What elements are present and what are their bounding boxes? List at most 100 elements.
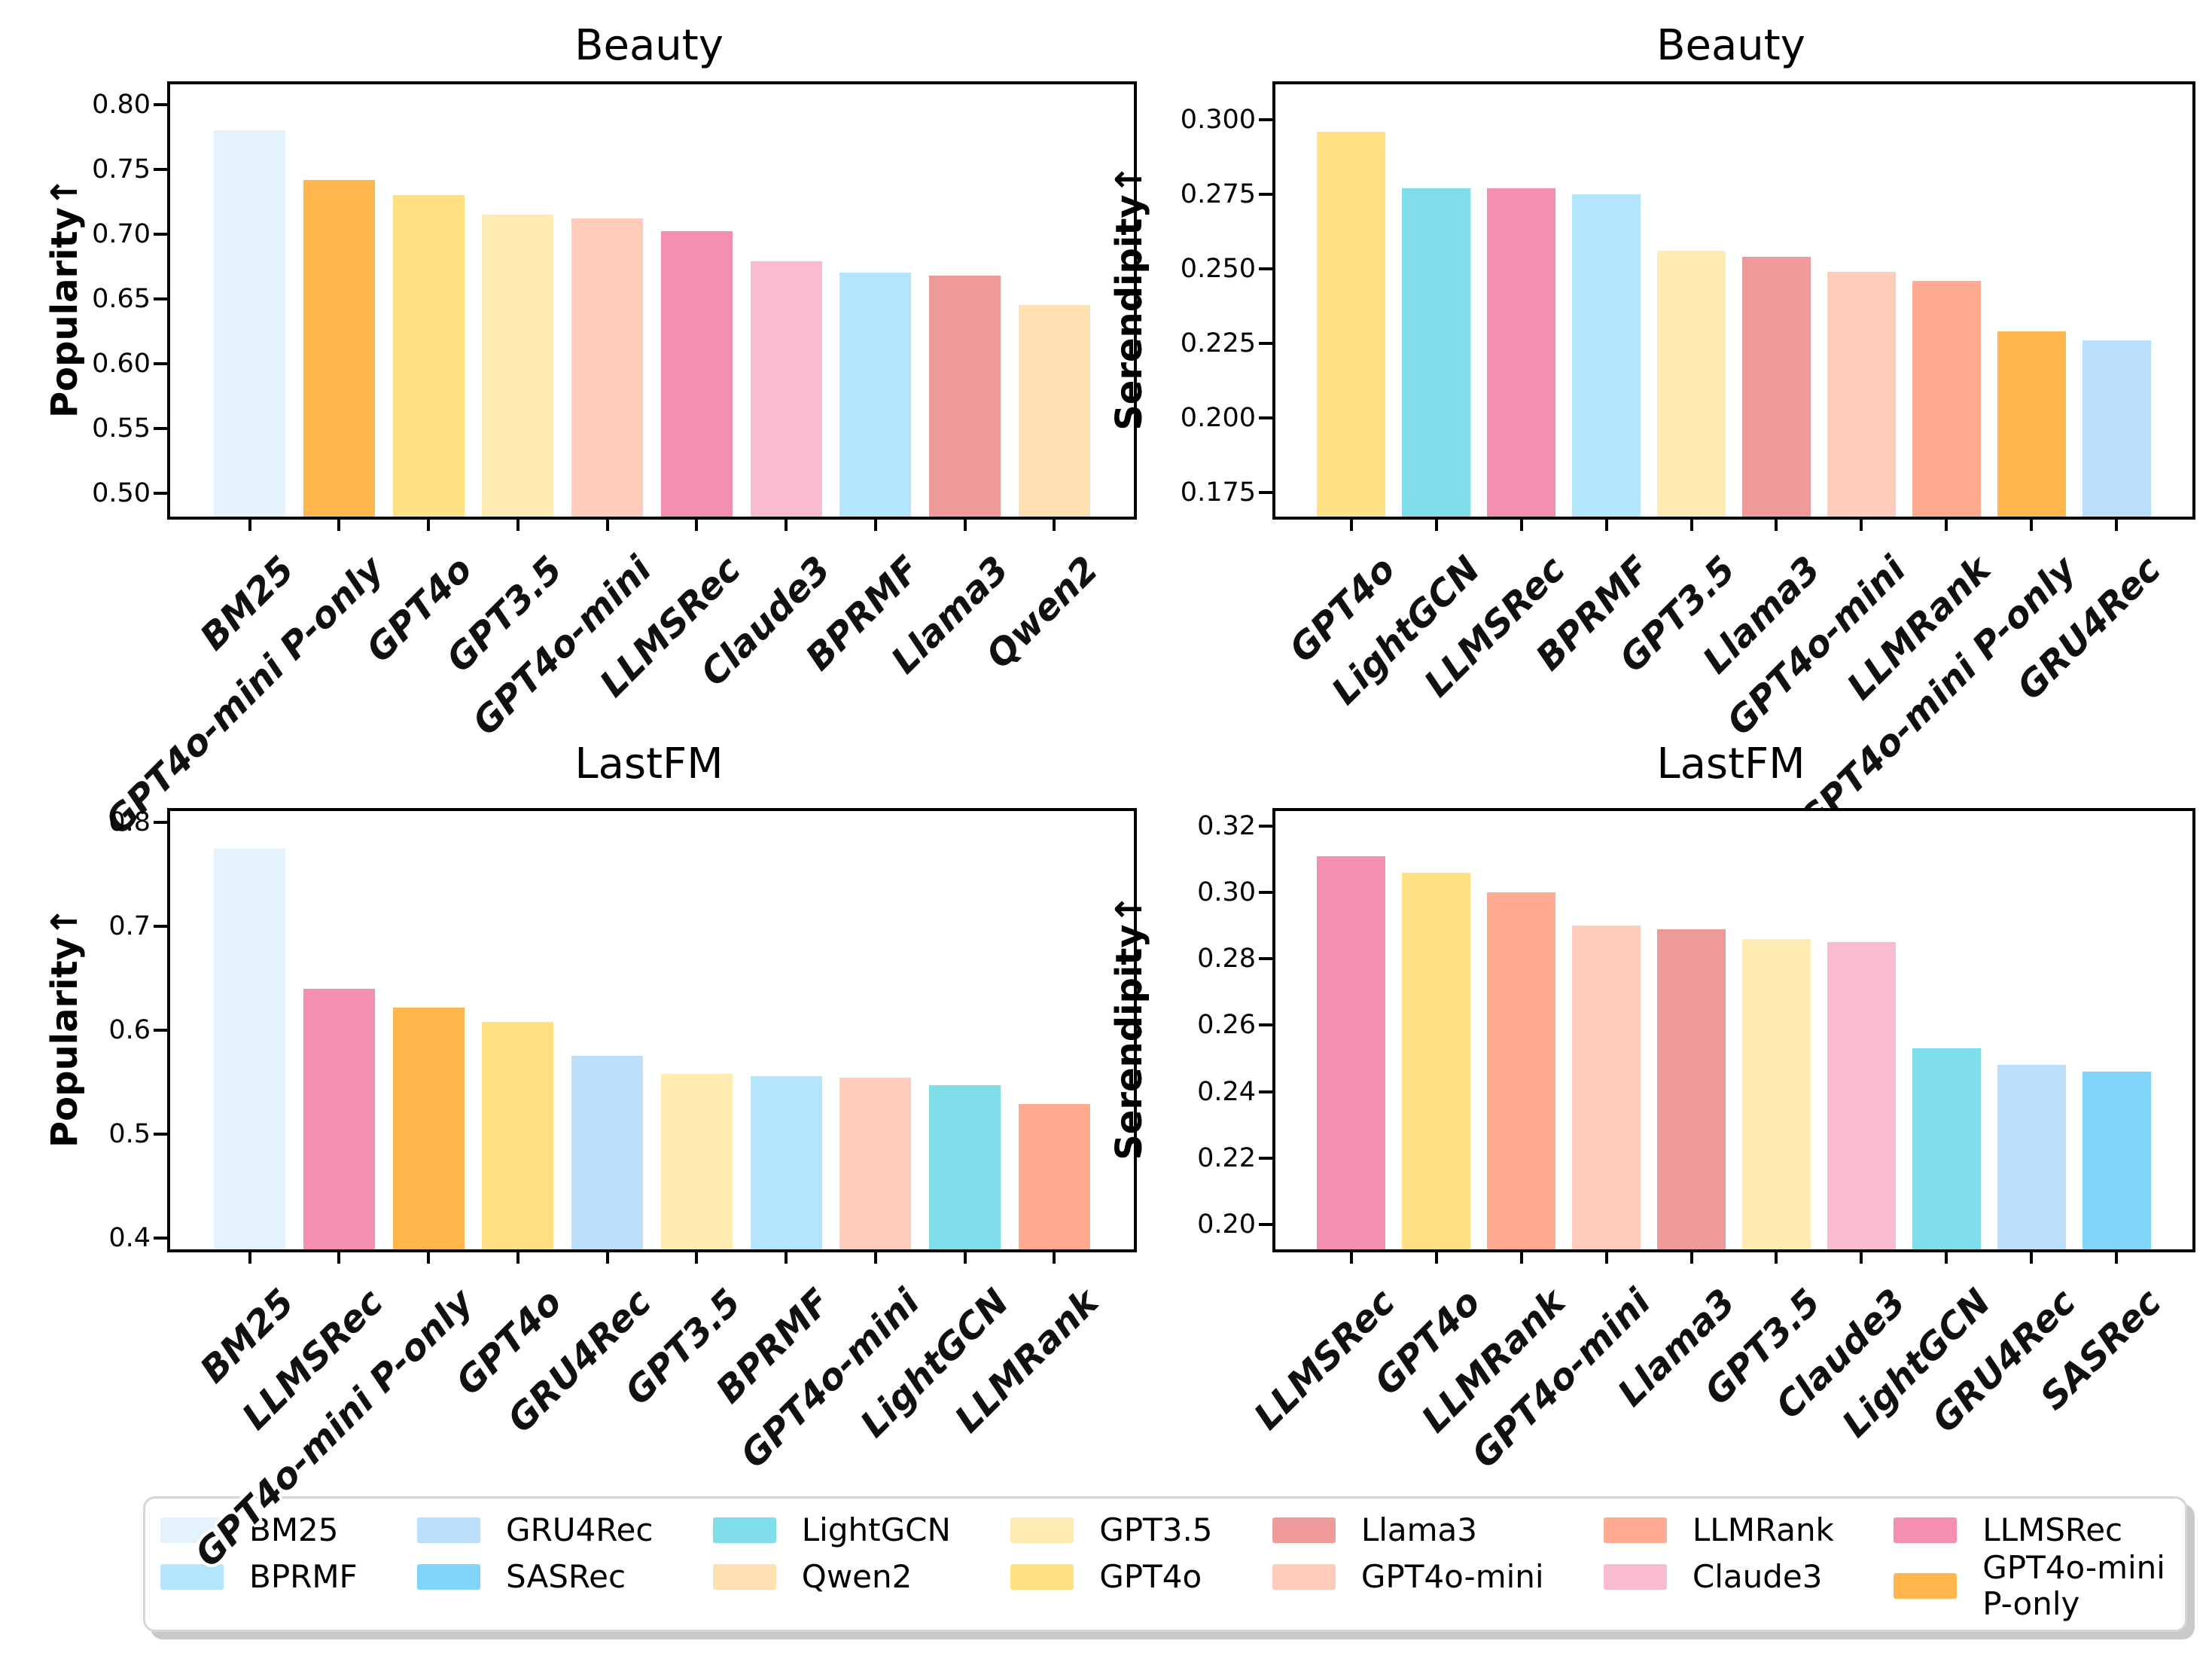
x-tick-mark — [337, 1249, 341, 1264]
legend-label: BPRMF — [249, 1557, 358, 1595]
y-tick-mark — [154, 821, 167, 825]
bar-gpt4o-mini — [1827, 272, 1896, 517]
legend-swatch-qwen2 — [712, 1564, 776, 1590]
bar-llmsrec — [660, 231, 733, 517]
legend-swatch-llama3 — [1272, 1517, 1336, 1543]
legend-label: GPT3.5 — [1099, 1511, 1213, 1548]
legend-label: Qwen2 — [801, 1557, 913, 1595]
x-tick-mark — [1053, 517, 1056, 531]
legend-item: LLMRank — [1603, 1511, 1834, 1550]
legend-label: LightGCN — [801, 1511, 951, 1548]
y-tick-label: 0.60 — [92, 348, 151, 379]
bar-gpt3-5 — [660, 1073, 733, 1249]
legend-label: BM25 — [249, 1511, 339, 1548]
x-tick-mark — [1775, 1249, 1778, 1264]
legend-column: GRU4Rec SASRec — [417, 1511, 653, 1622]
y-tick-mark — [154, 1132, 167, 1136]
x-tick-mark — [516, 517, 519, 531]
y-tick-mark — [1259, 891, 1272, 895]
bar-lightgcn — [1402, 188, 1470, 517]
chart-title: Beauty — [1656, 21, 1805, 70]
legend-swatch-gpt4o — [1010, 1564, 1074, 1590]
bar-lightgcn — [929, 1085, 1001, 1249]
legend-label: LLMSRec — [1982, 1511, 2123, 1548]
legend-item: GPT3.5 — [1010, 1511, 1213, 1550]
x-tick-mark — [1689, 517, 1693, 531]
legend-item: Claude3 — [1603, 1557, 1834, 1597]
bar-claude3 — [1827, 942, 1896, 1249]
y-tick-label: 0.24 — [1197, 1076, 1256, 1107]
y-tick-label: 0.70 — [92, 218, 151, 249]
bar-gpt4o-mini — [1572, 926, 1641, 1249]
bar-gpt4o — [1402, 872, 1470, 1249]
legend-label: Claude3 — [1692, 1557, 1823, 1595]
x-tick-mark — [1434, 517, 1438, 531]
x-tick-mark — [1945, 1249, 1948, 1264]
y-tick-label: 0.175 — [1180, 477, 1256, 508]
y-tick-mark — [1259, 1222, 1272, 1226]
plot-area-beauty-popularity: 0.50 0.55 0.60 0.65 0.70 0.75 0.80 BM25 GPT4o-mi… — [92, 81, 1137, 843]
x-tick-mark — [427, 1249, 431, 1264]
y-tick-label: 0.275 — [1180, 179, 1256, 210]
x-tick-mark — [695, 517, 699, 531]
x-tick-mark — [873, 1249, 877, 1264]
y-tick-label: 0.28 — [1197, 944, 1256, 974]
y-tick-mark — [154, 426, 167, 430]
y-tick-mark — [154, 232, 167, 236]
y-tick-mark — [1259, 193, 1272, 197]
bar-gpt3-5 — [1657, 251, 1726, 517]
y-tick-mark — [154, 102, 167, 106]
bar-llmrank — [1018, 1103, 1090, 1249]
y-tick-mark — [154, 1029, 167, 1032]
y-tick-mark — [1259, 118, 1272, 122]
y-tick-label: 0.4 — [108, 1222, 151, 1253]
x-tick-mark — [605, 517, 609, 531]
x-tick-mark — [695, 1249, 699, 1264]
bar-bm25 — [214, 848, 286, 1249]
x-tick-mark — [1604, 1249, 1608, 1264]
x-tick-mark — [1775, 517, 1778, 531]
bar-gpt4o-mini-p-only — [392, 1007, 465, 1249]
y-tick-mark — [1259, 1156, 1272, 1160]
y-tick-mark — [154, 167, 167, 171]
x-tick-mark — [1604, 517, 1608, 531]
legend-item: LightGCN — [712, 1511, 951, 1550]
bar-gpt4o — [392, 195, 465, 517]
y-tick-label: 0.250 — [1180, 254, 1256, 285]
y-tick-mark — [1259, 1023, 1272, 1027]
y-tick-label: 0.32 — [1197, 810, 1256, 841]
bar-lightgcn — [1912, 1048, 1981, 1249]
y-tick-label: 0.225 — [1180, 328, 1256, 358]
x-tick-mark — [1860, 1249, 1863, 1264]
y-tick-label: 0.65 — [92, 283, 151, 314]
legend-item: BPRMF — [160, 1557, 358, 1597]
x-tick-mark — [605, 1249, 609, 1264]
bar-gru4rec — [1997, 1065, 2066, 1249]
legend-swatch-bprmf — [160, 1564, 224, 1590]
y-tick-label: 0.200 — [1180, 402, 1256, 433]
y-tick-label: 0.26 — [1197, 1010, 1256, 1041]
legend-column: LightGCN Qwen2 — [712, 1511, 951, 1622]
legend-item: GRU4Rec — [417, 1511, 653, 1550]
bar-llmrank — [1487, 892, 1555, 1249]
x-tick-mark — [963, 1249, 967, 1264]
legend-swatch-llmsrec — [1894, 1517, 1958, 1543]
bar-bprmf — [750, 1075, 822, 1249]
legend-swatch-gpt35 — [1010, 1517, 1074, 1543]
legend-item: GPT4o-mini — [1272, 1557, 1544, 1597]
y-tick-mark — [154, 297, 167, 300]
y-tick-mark — [154, 492, 167, 496]
x-tick-mark — [785, 517, 788, 531]
legend-label: LLMRank — [1692, 1511, 1834, 1548]
y-tick-label: 0.8 — [108, 807, 151, 838]
legend-swatch-bm25 — [160, 1517, 224, 1543]
legend: BM25 BPRMF GRU4Rec SASRec LightGCN — [143, 1496, 2187, 1632]
bar-bprmf — [839, 273, 912, 517]
bar-gpt3-5 — [482, 214, 554, 517]
legend-column: Llama3 GPT4o-mini — [1272, 1511, 1544, 1622]
plot-area-beauty-serendipity: 0.175 0.200 0.225 0.250 0.275 0.300 GPT4o Light… — [1181, 81, 2195, 843]
y-tick-label: 0.6 — [108, 1015, 151, 1045]
legend-column: GPT3.5 GPT4o — [1010, 1511, 1213, 1622]
legend-swatch-llmrank — [1603, 1517, 1667, 1543]
x-tick-mark — [427, 517, 431, 531]
